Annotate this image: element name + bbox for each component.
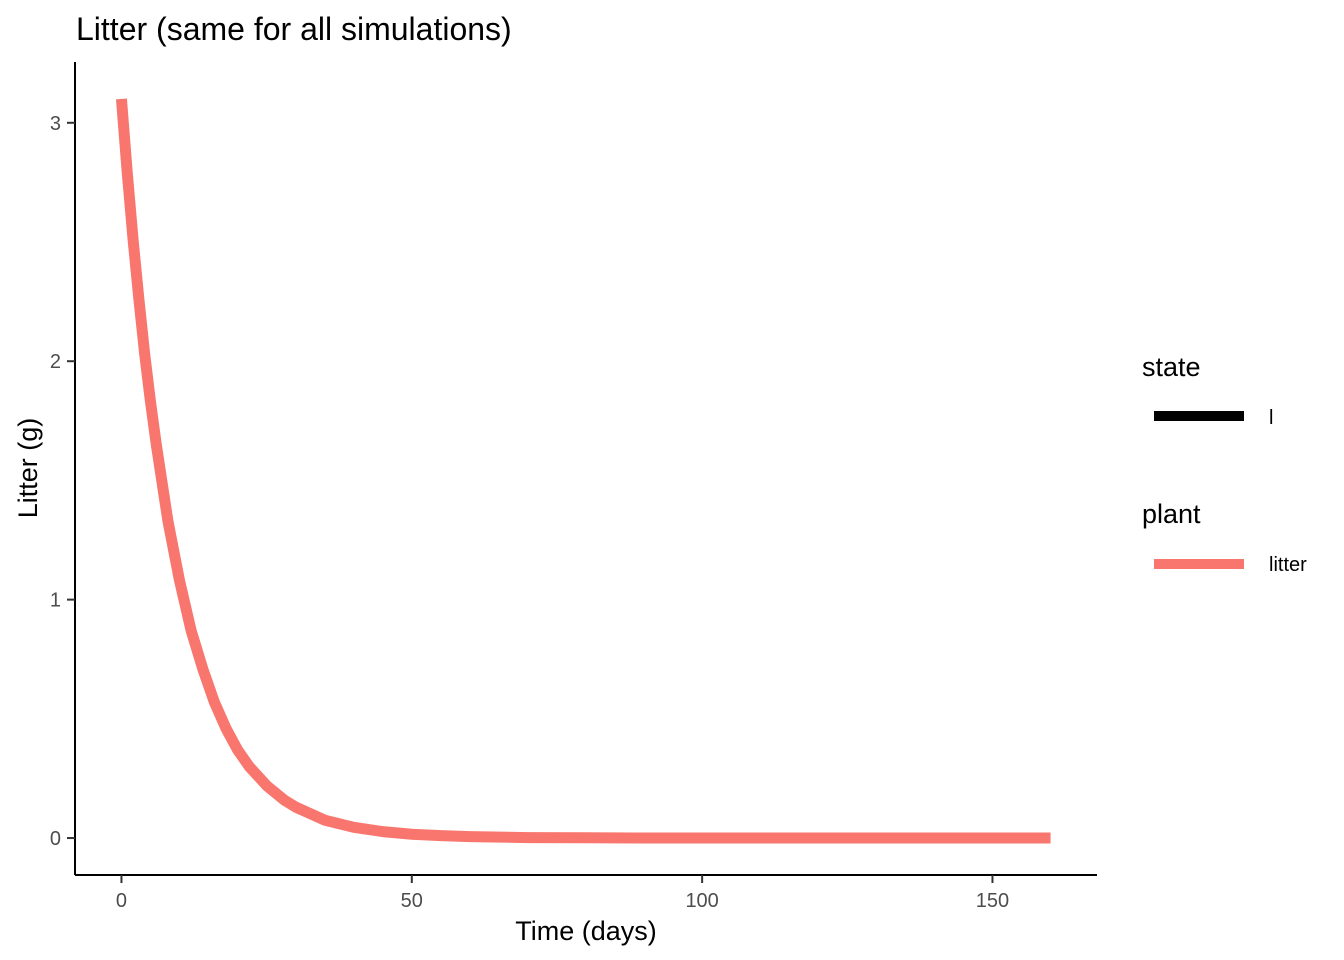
y-tick-label: 3 xyxy=(50,113,61,135)
plot-area xyxy=(115,98,1051,844)
x-ticks: 0 50 100 150 xyxy=(116,875,1009,912)
y-tick-label: 1 xyxy=(50,590,61,612)
legend-plant-label: litter xyxy=(1269,554,1307,576)
chart-title: Litter (same for all simulations) xyxy=(76,11,512,47)
series-line-0 xyxy=(115,98,1051,844)
x-tick-label: 0 xyxy=(116,890,127,912)
y-axis-title: Litter (g) xyxy=(13,418,43,519)
y-tick-label: 0 xyxy=(50,828,61,850)
x-tick-label: 50 xyxy=(401,890,423,912)
legend: state l plant litter xyxy=(1142,352,1307,576)
x-axis-title: Time (days) xyxy=(515,916,657,946)
y-ticks: 0 1 2 3 xyxy=(50,113,75,850)
legend-plant-title: plant xyxy=(1142,499,1201,529)
x-tick-label: 100 xyxy=(685,890,718,912)
legend-state-title: state xyxy=(1142,352,1201,382)
y-tick-label: 2 xyxy=(50,351,61,373)
x-tick-label: 150 xyxy=(976,890,1009,912)
legend-state-label: l xyxy=(1269,407,1273,429)
